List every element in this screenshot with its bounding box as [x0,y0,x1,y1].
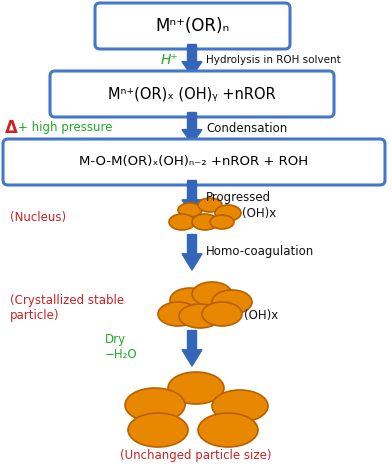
Ellipse shape [125,388,185,422]
Ellipse shape [212,390,268,422]
Text: (Unchanged particle size): (Unchanged particle size) [120,448,272,461]
Ellipse shape [169,214,195,230]
FancyBboxPatch shape [50,71,334,117]
Polygon shape [187,330,196,350]
Ellipse shape [192,282,232,306]
Text: (Nucleus): (Nucleus) [10,212,66,225]
Ellipse shape [192,214,218,230]
Text: (OH)x: (OH)x [244,309,278,322]
Text: (OH)x: (OH)x [242,207,276,220]
Text: Mⁿ⁺(OR)ₙ: Mⁿ⁺(OR)ₙ [155,17,230,35]
Text: Dry: Dry [105,334,126,347]
Ellipse shape [158,302,198,326]
Polygon shape [187,44,196,62]
Polygon shape [182,350,202,366]
Ellipse shape [128,413,188,447]
FancyBboxPatch shape [95,3,290,49]
Ellipse shape [198,198,222,212]
Polygon shape [187,180,196,200]
Text: Condensation: Condensation [206,122,287,135]
Ellipse shape [170,288,210,312]
Ellipse shape [212,290,252,314]
Ellipse shape [178,203,202,217]
Ellipse shape [198,413,258,447]
Text: Progressed: Progressed [206,192,271,205]
Polygon shape [182,200,202,216]
Text: M-O-M(OR)ₓ(OH)ₙ₋₂ +nROR + ROH: M-O-M(OR)ₓ(OH)ₙ₋₂ +nROR + ROH [80,156,309,169]
Ellipse shape [202,302,242,326]
Text: Hydrolysis in ROH solvent: Hydrolysis in ROH solvent [206,55,341,65]
FancyBboxPatch shape [3,139,385,185]
Text: H⁺: H⁺ [160,53,178,67]
Text: Δ: Δ [5,119,18,137]
Text: Homo-coagulation: Homo-coagulation [206,246,314,259]
Text: (Crystallized stable
particle): (Crystallized stable particle) [10,294,124,322]
Text: Mⁿ⁺(OR)ₓ (OH)ᵧ +nROR: Mⁿ⁺(OR)ₓ (OH)ᵧ +nROR [108,87,276,102]
Ellipse shape [168,372,224,404]
Polygon shape [187,112,196,130]
Text: + high pressure: + high pressure [18,122,113,135]
Polygon shape [182,254,202,270]
Polygon shape [187,234,196,254]
Text: −H₂O: −H₂O [105,348,138,361]
Ellipse shape [179,304,221,328]
Polygon shape [182,130,202,144]
Ellipse shape [215,205,241,221]
Ellipse shape [210,215,234,229]
Polygon shape [182,62,202,76]
